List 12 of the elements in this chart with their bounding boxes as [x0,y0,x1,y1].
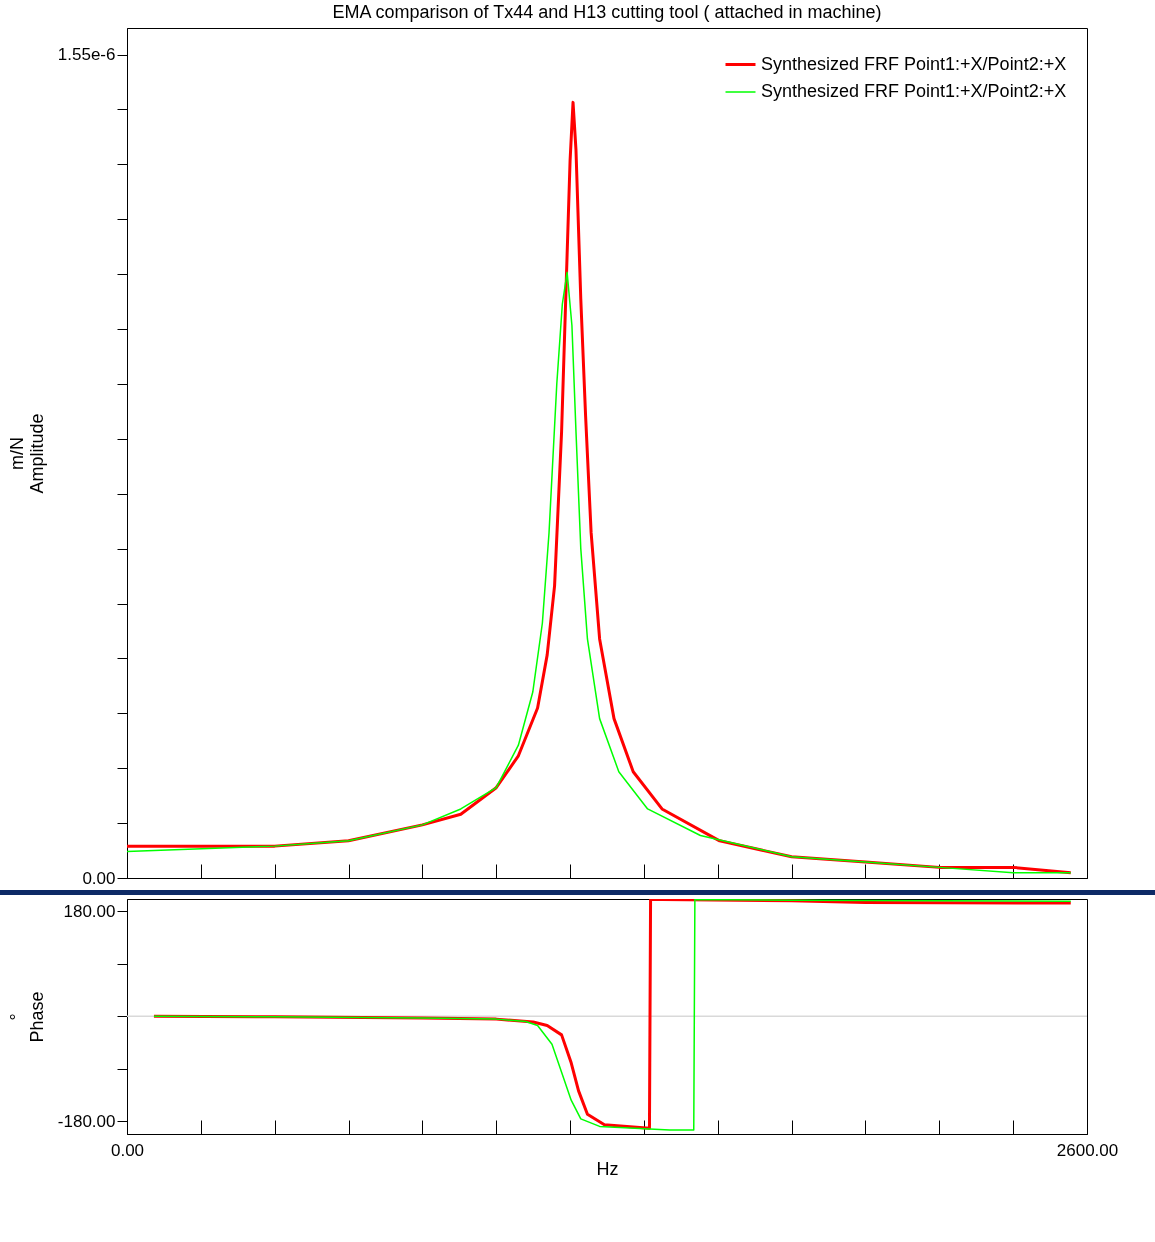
x-axis-title: Hz [596,1158,619,1179]
y-tick-label: 0.00 [82,868,116,888]
line-series [127,271,1072,874]
y-axis-title: ° Phase [6,991,47,1043]
legend-label: Synthesized FRF Point1:+X/Point2:+X [761,53,1067,74]
y-tick-label: 1.55e-6 [57,45,116,65]
chart-title: EMA comparison of Tx44 and H13 cutting tool ( attached in machine) [332,2,882,22]
y-axis-title: m/N Amplitude [6,413,47,494]
x-tick-label: 2600.00 [1056,1140,1119,1160]
legend-label: Synthesized FRF Point1:+X/Point2:+X [761,81,1067,101]
y-tick-label: 180.00 [63,901,116,921]
y-tick-label: -180.00 [57,1111,116,1131]
